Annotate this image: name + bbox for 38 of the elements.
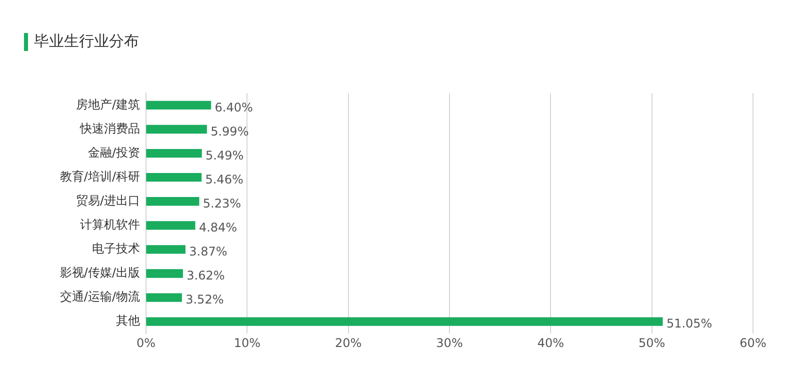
bar (146, 293, 182, 302)
data-label: 4.84% (198, 220, 238, 235)
y-tick-label: 快速消费品 (79, 121, 140, 136)
y-tick-label: 其他 (116, 314, 140, 328)
data-label: 3.87% (189, 244, 228, 259)
x-tick-label: 10% (234, 336, 261, 350)
x-tick-label: 20% (334, 336, 362, 350)
bar (146, 100, 212, 110)
y-tick-label: 房地产/建筑 (76, 97, 140, 112)
bar (146, 148, 202, 158)
bar (146, 221, 196, 230)
x-tick-label: 30% (436, 336, 463, 350)
bar (146, 269, 183, 278)
bar (146, 317, 663, 326)
data-label: 5.99% (210, 124, 249, 138)
y-tick-label: 金融/投资 (88, 145, 140, 160)
y-tick-label: 计算机软件 (80, 218, 140, 232)
y-tick-label: 交通/运输/物流 (60, 290, 140, 304)
data-label: 5.49% (206, 148, 244, 162)
y-tick-label: 教育/培训/科研 (60, 169, 140, 184)
x-tick-label: 50% (638, 336, 666, 350)
data-label: 5.23% (202, 196, 242, 211)
data-label: 3.62% (186, 268, 225, 283)
bar (146, 173, 202, 182)
data-label: 6.40% (214, 100, 253, 114)
x-tick-label: 0% (136, 336, 156, 350)
bar (146, 197, 200, 206)
y-tick-label: 电子技术 (92, 242, 140, 256)
data-label: 3.52% (186, 292, 224, 307)
bar (146, 124, 207, 134)
y-tick-label: 影视/传媒/出版 (60, 266, 140, 280)
data-label: 5.46% (205, 172, 244, 186)
bar (146, 245, 186, 254)
y-tick-label: 贸易/进出口 (76, 194, 140, 208)
x-tick-label: 60% (740, 336, 766, 350)
data-label: 51.05% (666, 316, 712, 331)
x-tick-label: 40% (537, 336, 564, 350)
chart-title: 毕业生行业分布 (34, 32, 139, 51)
